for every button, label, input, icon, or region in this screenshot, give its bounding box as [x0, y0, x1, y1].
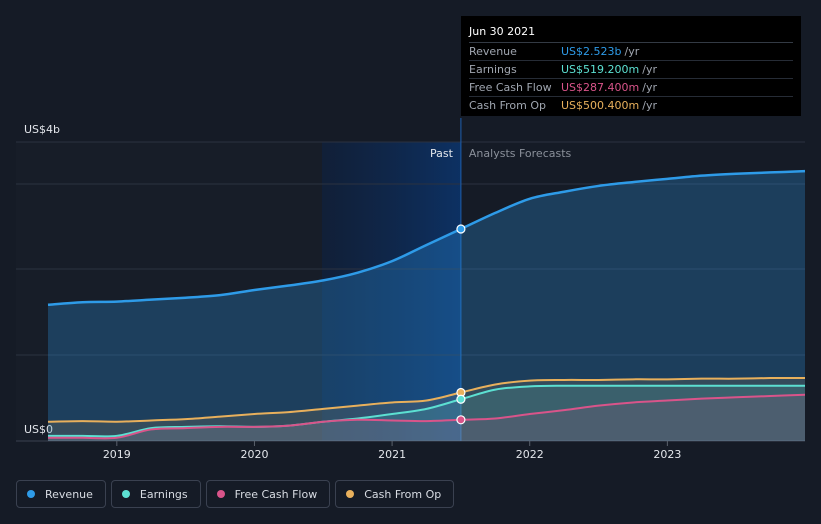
legend-label: Free Cash Flow	[234, 487, 318, 501]
tooltip-label: Cash From Op	[469, 99, 547, 112]
series-area-free-cash-flow	[48, 394, 805, 441]
forecast-label: Analysts Forecasts	[469, 147, 572, 160]
tooltip-unit: /yr	[642, 63, 657, 76]
tooltip-unit: /yr	[624, 45, 640, 58]
x-tick-label: 2019	[103, 448, 131, 461]
tooltip-row-revenue: Revenue US$2.523b /yr	[469, 43, 793, 61]
legend-dot-icon	[121, 490, 130, 498]
series-line-free-cash-flow	[48, 393, 806, 440]
series-line-earnings	[47, 384, 805, 438]
x-tick-label: 2023	[653, 448, 681, 461]
legend-item-revenue[interactable]: Revenue	[16, 480, 106, 508]
tooltip: Jun 30 2021 Revenue US$2.523b /yr Earnin…	[461, 16, 801, 116]
tooltip-unit: /yr	[642, 81, 657, 94]
tooltip-date: Jun 30 2021	[469, 24, 793, 43]
x-tick-label: 2022	[516, 448, 544, 461]
tooltip-row-free-cash-flow: Free Cash Flow US$287.400m /yr	[469, 79, 793, 97]
tooltip-unit: /yr	[642, 99, 657, 112]
tooltip-label: Earnings	[469, 63, 517, 76]
series-marker-revenue	[456, 224, 466, 234]
tooltip-value: US$519.200m	[561, 63, 640, 76]
x-tick-label: 2020	[240, 448, 268, 461]
legend-item-cash-from-op[interactable]: Cash From Op	[335, 480, 455, 508]
legend-label: Revenue	[45, 487, 93, 501]
past-highlight-region	[322, 142, 461, 441]
tooltip-label: Revenue	[469, 45, 517, 58]
legend-dot-icon	[27, 490, 35, 498]
tooltip-row-earnings: Earnings US$519.200m /yr	[469, 61, 793, 79]
series-marker-free-cash-flow	[456, 415, 466, 425]
series-line-revenue	[47, 169, 806, 307]
series-area-revenue	[48, 171, 805, 441]
legend-item-free-cash-flow[interactable]: Free Cash Flow	[205, 480, 331, 508]
legend: Revenue Earnings Free Cash Flow Cash Fro…	[16, 480, 459, 508]
y-tick-label-top: US$4b	[24, 123, 60, 136]
legend-label: Cash From Op	[364, 487, 442, 501]
x-tick-label: 2021	[378, 448, 406, 461]
series-marker-earnings	[456, 394, 466, 404]
tooltip-value: US$500.400m	[561, 99, 640, 112]
legend-dot-icon	[216, 490, 225, 498]
legend-dot-icon	[346, 490, 355, 498]
tooltip-value: US$287.400m	[561, 81, 640, 94]
past-label: Past	[430, 147, 454, 160]
tooltip-value: US$2.523b	[561, 45, 622, 58]
legend-item-earnings[interactable]: Earnings	[110, 480, 201, 508]
tooltip-row-cash-from-op: Cash From Op US$500.400m /yr	[469, 97, 793, 114]
y-tick-label-bottom: US$0	[24, 423, 53, 436]
tooltip-label: Free Cash Flow	[469, 81, 552, 94]
legend-label: Earnings	[139, 487, 188, 501]
series-line-cash-from-op	[47, 376, 806, 423]
